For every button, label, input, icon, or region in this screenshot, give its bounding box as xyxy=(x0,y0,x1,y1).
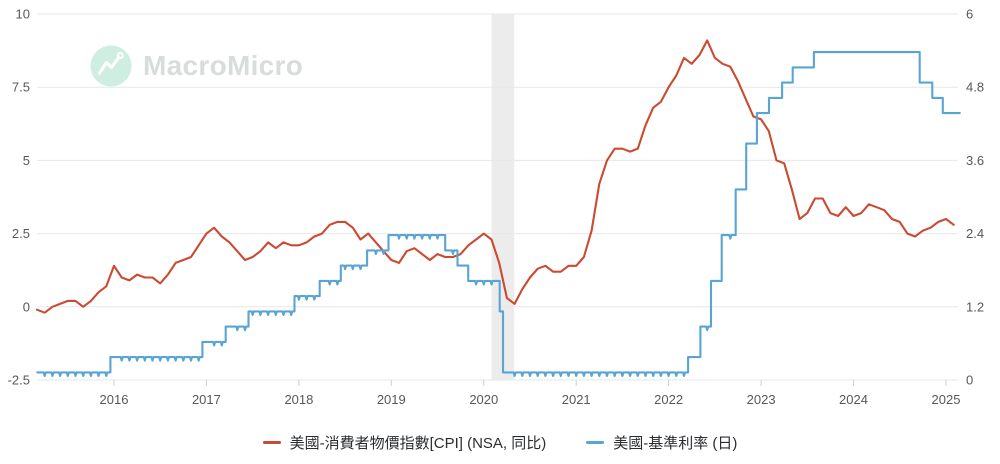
left-axis-tick-label: 7.5 xyxy=(12,80,30,95)
recession-band xyxy=(491,14,515,380)
x-axis-tick-label: 2021 xyxy=(562,392,591,407)
right-axis-tick-label: 3.6 xyxy=(966,153,984,168)
right-axis-tick-label: 6 xyxy=(966,7,973,22)
cpi-series-label: 美國-消費者物價指數[CPI] (NSA, 同比) xyxy=(289,434,547,452)
right-axis-tick-label: 1.2 xyxy=(966,299,984,314)
x-axis-tick-label: 2022 xyxy=(654,392,683,407)
chart-legend: 美國-消費者物價指數[CPI] (NSA, 同比) 美國-基準利率 (日) xyxy=(0,426,1000,458)
benchmark-rate-line xyxy=(36,51,961,377)
x-axis-tick-label: 2017 xyxy=(192,392,221,407)
legend-item-rate[interactable]: 美國-基準利率 (日) xyxy=(586,432,737,453)
left-axis-tick-label: 2.5 xyxy=(12,226,30,241)
legend-item-cpi[interactable]: 美國-消費者物價指數[CPI] (NSA, 同比) xyxy=(262,432,547,453)
rate-series-label: 美國-基準利率 (日) xyxy=(613,434,738,452)
left-axis-tick-label: 10 xyxy=(16,7,30,22)
x-axis-tick-label: 2025 xyxy=(932,392,961,407)
left-axis-tick-label: 0 xyxy=(23,299,30,314)
x-axis-tick-label: 2020 xyxy=(469,392,498,407)
rate-series-swatch xyxy=(586,440,605,444)
x-axis-tick-label: 2016 xyxy=(100,392,129,407)
x-axis-tick-label: 2024 xyxy=(839,392,868,407)
right-axis-tick-label: 4.8 xyxy=(966,80,984,95)
x-axis-tick-label: 2023 xyxy=(747,392,776,407)
right-axis-tick-label: 0 xyxy=(966,373,973,388)
left-axis-tick-label: 5 xyxy=(23,153,30,168)
cpi-line xyxy=(35,39,955,314)
chart-canvas: 10 6 7.5 4.8 5 3.6 2.5 2.4 0 1.2 -2.5 0 2016 2017 2018… xyxy=(8,7,984,408)
x-axis-tick-label: 2019 xyxy=(377,392,406,407)
x-axis-tick-label: 2018 xyxy=(284,392,313,407)
left-axis-tick-label: -2.5 xyxy=(8,373,30,388)
right-axis-tick-label: 2.4 xyxy=(966,226,984,241)
cpi-series-swatch xyxy=(262,440,281,444)
